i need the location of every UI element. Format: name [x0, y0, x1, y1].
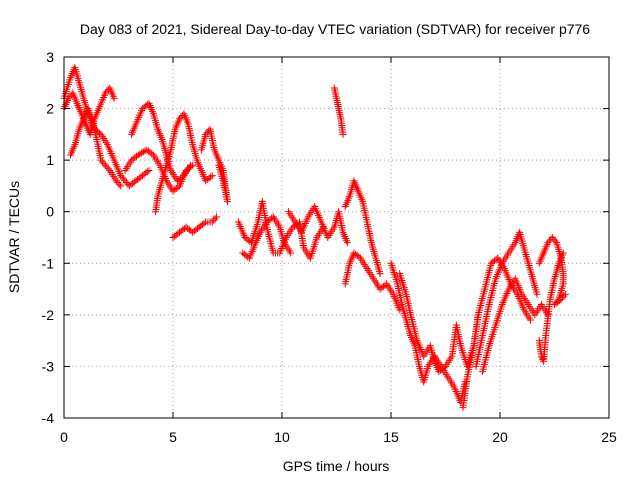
data-point [117, 182, 125, 190]
data-point [110, 94, 118, 102]
data-point [561, 290, 569, 298]
data-point [548, 234, 556, 241]
data-point [103, 87, 111, 95]
x-axis-label: GPS time / hours [283, 458, 390, 474]
data-point [533, 290, 541, 298]
data-point [210, 216, 218, 224]
grid [64, 57, 609, 418]
data-point [339, 130, 347, 138]
x-tick-label: 0 [60, 429, 68, 445]
data-point [557, 295, 565, 303]
data-point [177, 113, 185, 121]
data-point [203, 129, 211, 137]
data-point [550, 235, 558, 243]
y-tick-label: 0 [46, 204, 54, 220]
data-point [64, 94, 72, 102]
data-point [268, 214, 276, 222]
data-point [145, 166, 153, 174]
y-tick-label: -2 [42, 307, 55, 323]
data-point [560, 292, 568, 300]
y-tick-label: -1 [42, 255, 55, 271]
x-tick-label: 25 [601, 429, 617, 445]
data-point [376, 270, 384, 278]
data-point [118, 173, 126, 181]
data-point [208, 172, 216, 180]
data-point [208, 218, 216, 226]
x-tick-label: 5 [169, 429, 177, 445]
data-point [100, 160, 108, 168]
plot-frame [63, 56, 610, 419]
data-point [287, 249, 295, 257]
data-point [97, 156, 105, 164]
data-point [343, 239, 351, 247]
y-tick-label: -3 [42, 358, 55, 374]
data-point [176, 115, 184, 123]
data-point [189, 161, 197, 169]
data-point [121, 177, 129, 185]
data-point [551, 237, 559, 245]
data-point [112, 177, 120, 185]
data-point [555, 297, 563, 305]
chart-title: Day 083 of 2021, Sidereal Day-to-day VTE… [80, 21, 590, 37]
y-tick-label: 3 [46, 49, 54, 65]
data-point [202, 130, 210, 138]
y-axis-label: SDTVAR / TECUs [6, 181, 22, 293]
data-point [143, 168, 151, 176]
data-point [122, 178, 130, 186]
data-point [101, 89, 109, 97]
data-point [99, 158, 107, 166]
y-tick-label: 1 [46, 152, 54, 168]
data-point [103, 163, 111, 171]
x-tick-label: 20 [492, 429, 508, 445]
data-point [66, 93, 74, 101]
data-point [200, 219, 208, 227]
data-point [527, 316, 535, 324]
x-tick-label: 10 [274, 429, 290, 445]
data-point [213, 213, 221, 221]
data-point [117, 172, 125, 180]
data-point [539, 356, 547, 364]
data-points [60, 63, 569, 412]
data-point [355, 253, 363, 261]
data-point [114, 178, 122, 186]
data-point [115, 180, 123, 188]
data-point [440, 364, 448, 372]
data-point [215, 161, 223, 169]
data-point [544, 239, 552, 247]
data-point [558, 294, 566, 302]
y-tick-label: -4 [42, 410, 55, 426]
data-point [211, 215, 219, 223]
data-point [492, 255, 500, 263]
data-point [207, 173, 215, 181]
data-point [104, 165, 112, 173]
data-point [148, 150, 156, 158]
y-tick-label: 2 [46, 101, 54, 117]
data-point [120, 175, 128, 183]
data-point [187, 163, 195, 171]
data-point [101, 161, 109, 169]
x-tick-label: 15 [383, 429, 399, 445]
data-point [381, 281, 389, 289]
